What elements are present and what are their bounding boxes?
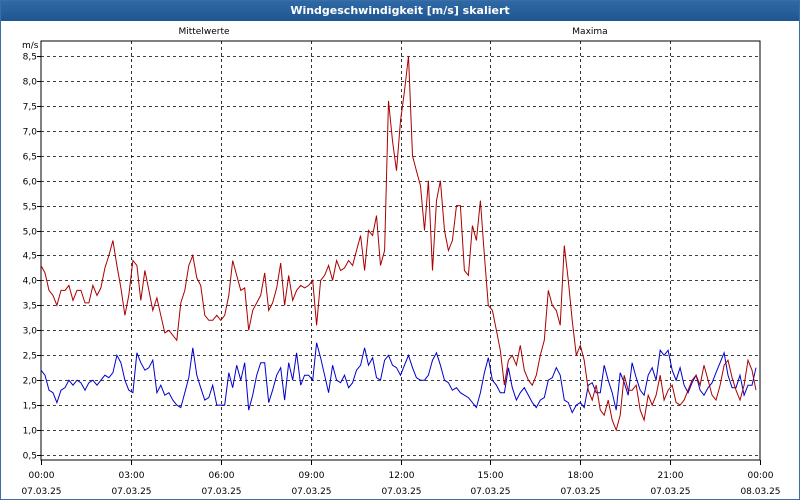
y-tick-label: 8,0 xyxy=(23,78,38,88)
series-layer xyxy=(40,55,757,432)
x-tick-time: 09:00 xyxy=(299,471,325,481)
y-tick-label: 4,0 xyxy=(23,277,38,287)
grid xyxy=(40,40,761,461)
y-axis-label: m/s xyxy=(22,41,39,51)
y-tick-label: 1,0 xyxy=(23,427,38,437)
x-tick-date: 08.03.25 xyxy=(740,487,780,497)
y-tick-label: 7,5 xyxy=(23,103,37,113)
y-tick-label: 5,5 xyxy=(23,203,37,213)
x-tick-time: 06:00 xyxy=(209,471,235,481)
y-tick-label: 7,0 xyxy=(23,128,38,138)
legend-maxima: Maxima xyxy=(572,27,607,37)
x-tick-date: 07.03.25 xyxy=(381,487,421,497)
x-tick-time: 00:00 xyxy=(748,471,774,481)
series-line-mittelwerte xyxy=(40,342,757,414)
y-tick-label: 2,5 xyxy=(23,352,37,362)
y-tick-label: 5,0 xyxy=(23,228,38,238)
x-tick-date: 07.03.25 xyxy=(650,487,690,497)
y-tick-label: 3,5 xyxy=(23,302,37,312)
x-tick-date: 07.03.25 xyxy=(291,487,331,497)
y-tick-label: 6,0 xyxy=(23,178,38,188)
y-tick-label: 4,5 xyxy=(23,252,37,262)
y-tick-label: 8,5 xyxy=(23,53,37,63)
y-tick-label: 3,0 xyxy=(23,327,38,337)
x-tick-date: 07.03.25 xyxy=(21,487,61,497)
x-tick-time: 15:00 xyxy=(478,471,504,481)
plot-area xyxy=(40,40,761,461)
x-tick-time: 18:00 xyxy=(568,471,594,481)
y-tick-label: 6,5 xyxy=(23,153,37,163)
x-tick-time: 00:00 xyxy=(29,471,55,481)
x-tick-time: 03:00 xyxy=(119,471,145,481)
x-tick-date: 07.03.25 xyxy=(201,487,241,497)
y-tick-label: 1,5 xyxy=(23,402,37,412)
x-tick-date: 07.03.25 xyxy=(111,487,151,497)
y-tick-label: 0,5 xyxy=(23,452,37,462)
series-line-maxima xyxy=(40,55,757,432)
x-tick-time: 12:00 xyxy=(389,471,415,481)
x-tick-date: 07.03.25 xyxy=(560,487,600,497)
y-tick-label: 2,0 xyxy=(23,377,38,387)
x-tick-time: 21:00 xyxy=(658,471,684,481)
axes: 0,5 1,0 1,5 2,0 2,5 3,0 3,5 4,0 4,5 5,0 5,5 6,0 6,5 7… xyxy=(21,53,780,498)
x-tick-date: 07.03.25 xyxy=(470,487,510,497)
window-title: Windgeschwindigkeit [m/s] skaliert xyxy=(1,1,799,21)
legend-mittelwerte: Mittelwerte xyxy=(178,27,229,37)
